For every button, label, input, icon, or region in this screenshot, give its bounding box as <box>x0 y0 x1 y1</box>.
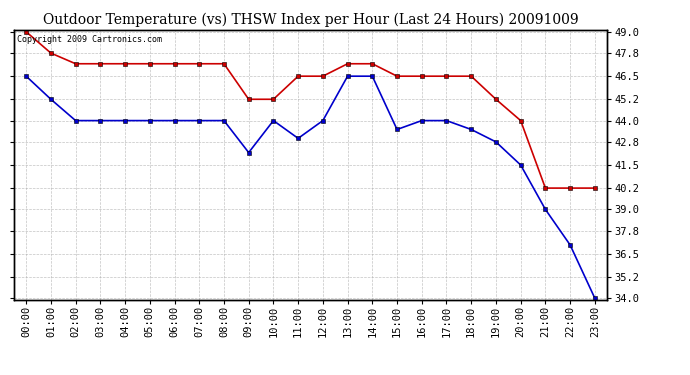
Text: Copyright 2009 Cartronics.com: Copyright 2009 Cartronics.com <box>17 35 161 44</box>
Title: Outdoor Temperature (vs) THSW Index per Hour (Last 24 Hours) 20091009: Outdoor Temperature (vs) THSW Index per … <box>43 13 578 27</box>
